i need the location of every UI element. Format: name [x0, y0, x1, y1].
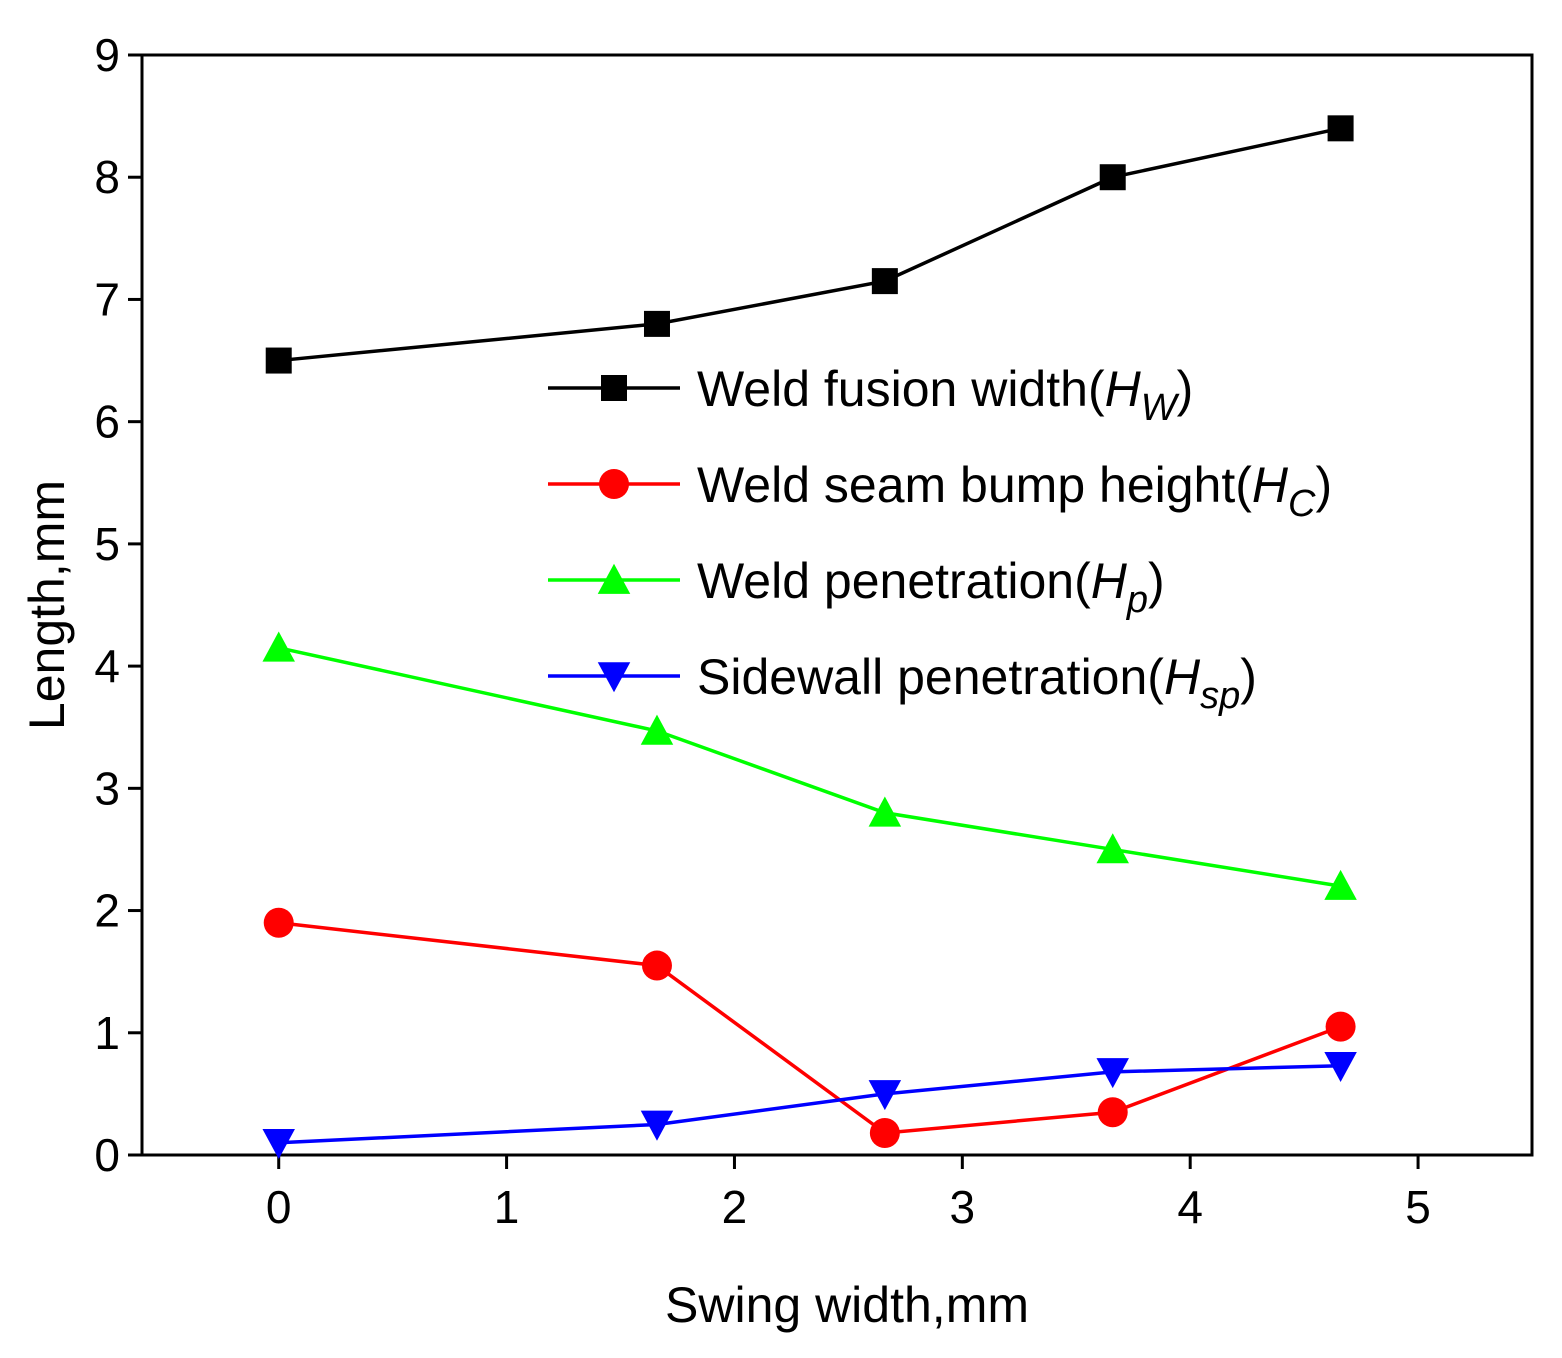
y-tick-label: 0	[94, 1129, 120, 1181]
series-weld-seam-bump-height	[263, 907, 1356, 1148]
data-point	[640, 714, 674, 745]
legend: Weld fusion width(HW) Weld seam bump heig…	[548, 361, 1332, 717]
data-point	[1324, 869, 1357, 900]
legend-marker	[599, 469, 629, 499]
y-tick-label: 1	[94, 1007, 120, 1059]
y-tick-label: 9	[94, 29, 120, 81]
data-point	[262, 631, 295, 662]
y-axis-label: Length,mm	[19, 480, 75, 730]
x-tick-label: 5	[1405, 1181, 1431, 1233]
data-point	[869, 1118, 900, 1148]
data-point	[868, 1080, 902, 1111]
data-point	[265, 347, 292, 374]
series-weld-fusion-width	[265, 115, 1354, 374]
data-point	[1324, 1051, 1357, 1083]
y-tick-label: 6	[94, 396, 120, 448]
x-tick-label: 2	[722, 1181, 748, 1233]
data-point	[262, 1128, 295, 1160]
x-axis-ticks: 0 1 2 3 4 5	[266, 1155, 1431, 1233]
series-line	[278, 921, 1342, 1135]
data-point	[868, 796, 902, 827]
x-tick-label: 4	[1177, 1181, 1203, 1233]
data-point	[1099, 164, 1126, 191]
x-tick-label: 3	[950, 1181, 976, 1233]
y-axis-ticks: 0 1 2 3 4 5 6 7 8 9	[94, 29, 142, 1181]
data-point	[641, 950, 672, 981]
y-tick-label: 5	[94, 518, 120, 570]
legend-item: Weld seam bump height(HC)	[548, 457, 1332, 525]
data-point	[1096, 833, 1129, 864]
series-layer	[262, 115, 1357, 1160]
legend-label: Weld seam bump height(HC)	[697, 457, 1332, 525]
data-point	[1325, 1011, 1356, 1042]
legend-item: Sidewall penetration(Hsp)	[548, 649, 1257, 717]
legend-item: Weld fusion width(HW)	[548, 361, 1193, 429]
x-tick-label: 0	[266, 1181, 292, 1233]
legend-label: Weld penetration(Hp)	[697, 553, 1165, 621]
y-tick-label: 7	[94, 273, 120, 325]
legend-marker	[597, 563, 631, 594]
y-tick-label: 4	[94, 640, 120, 692]
x-axis-label: Swing width,mm	[665, 1277, 1029, 1333]
legend-label: Weld fusion width(HW)	[697, 361, 1193, 429]
y-tick-label: 3	[94, 762, 120, 814]
series-weld-penetration	[262, 631, 1357, 900]
legend-marker	[597, 662, 631, 693]
legend-item: Weld penetration(Hp)	[548, 553, 1165, 621]
data-point	[871, 268, 898, 295]
data-point	[640, 1110, 674, 1141]
legend-marker	[601, 375, 627, 401]
plot-frame	[140, 53, 1534, 1157]
data-point	[263, 907, 294, 938]
data-point	[1096, 1058, 1129, 1089]
legend-label: Sidewall penetration(Hsp)	[697, 649, 1257, 717]
data-point	[1327, 115, 1354, 142]
y-tick-label: 2	[94, 885, 120, 937]
data-point	[1097, 1097, 1128, 1128]
y-tick-label: 8	[94, 151, 120, 203]
x-tick-label: 1	[494, 1181, 520, 1233]
series-line	[278, 126, 1341, 363]
series-sidewall-penetration	[262, 1051, 1357, 1160]
data-point	[643, 310, 670, 337]
